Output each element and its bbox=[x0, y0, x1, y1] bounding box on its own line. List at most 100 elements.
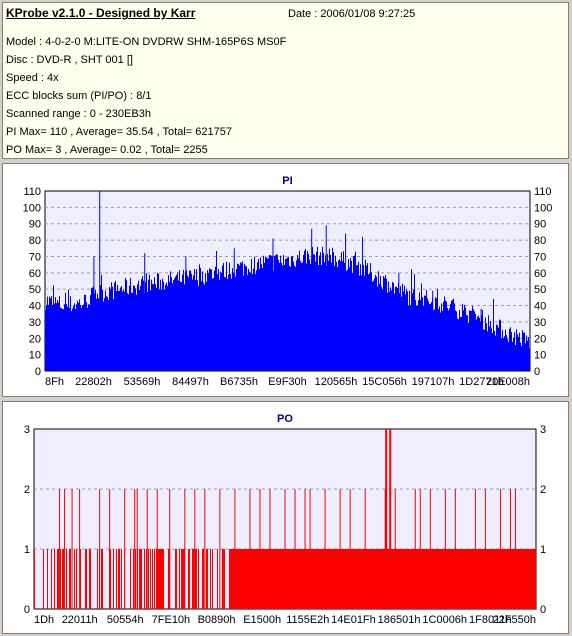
pi-bar bbox=[381, 286, 382, 371]
pi-bar bbox=[337, 267, 338, 371]
pi-bar bbox=[231, 278, 232, 371]
pi-bar bbox=[111, 282, 112, 371]
po-bar bbox=[441, 549, 442, 609]
po-bar bbox=[423, 549, 424, 609]
pi-bar bbox=[88, 304, 89, 371]
pi-bar bbox=[254, 256, 255, 371]
pi-bar bbox=[182, 274, 183, 371]
po-bar-2 bbox=[259, 489, 261, 609]
pi-bar bbox=[376, 276, 377, 371]
po-bar bbox=[511, 549, 512, 609]
pi-bar bbox=[159, 289, 160, 371]
pi-bar bbox=[115, 280, 116, 371]
pi-bar bbox=[476, 319, 477, 371]
y-tick-label-left: 70 bbox=[29, 251, 41, 263]
po-bar bbox=[74, 549, 75, 609]
pi-bar bbox=[192, 279, 193, 371]
po-bar bbox=[243, 549, 244, 609]
pi-bar bbox=[71, 310, 72, 371]
po-bar bbox=[57, 549, 58, 609]
po-bar bbox=[449, 549, 450, 609]
pi-bar bbox=[364, 275, 365, 371]
pi-bar bbox=[149, 274, 150, 371]
pi-bar bbox=[405, 294, 406, 371]
pi-bar bbox=[215, 266, 216, 371]
po-bar bbox=[330, 549, 331, 609]
po-bar bbox=[146, 549, 147, 609]
po-bars bbox=[34, 429, 536, 609]
po-bar bbox=[440, 549, 441, 609]
po-bar bbox=[139, 549, 140, 609]
pi-bar bbox=[456, 311, 457, 371]
x-tick-label: B6735h bbox=[220, 376, 258, 388]
pi-bar bbox=[143, 280, 144, 371]
po-bar bbox=[519, 549, 520, 609]
po-bar bbox=[239, 549, 240, 609]
po-bar bbox=[379, 549, 380, 609]
pi-bar bbox=[95, 289, 96, 371]
po-bar-2 bbox=[184, 489, 186, 609]
x-tick-label: E9F30h bbox=[268, 376, 307, 388]
po-bar-2 bbox=[429, 489, 431, 609]
pi-bar bbox=[487, 331, 488, 371]
pi-bar bbox=[248, 268, 249, 371]
po-bar bbox=[76, 549, 77, 609]
pi-bar bbox=[503, 338, 504, 371]
po-bar bbox=[152, 549, 153, 609]
pi-bar bbox=[55, 297, 56, 371]
po-bar bbox=[179, 549, 180, 609]
pi-bar bbox=[423, 305, 424, 371]
pi-bar bbox=[45, 310, 46, 371]
pi-bar bbox=[442, 310, 443, 371]
y-tick-label-right: 10 bbox=[534, 350, 546, 362]
pi-chart-panel: PI 0 0 10 10 20 20 30 30 40 40 50 50 60 60 70 70 80 80 90 90… bbox=[2, 163, 569, 397]
po-bar bbox=[397, 549, 398, 609]
po-bar bbox=[316, 549, 317, 609]
pi-bar bbox=[121, 286, 122, 371]
pi-bar bbox=[318, 264, 319, 371]
pi-bar bbox=[492, 333, 493, 371]
pi-stats: PI Max= 110 , Average= 35.54 , Total= 62… bbox=[6, 126, 232, 138]
po-bar bbox=[264, 549, 265, 609]
po-bar bbox=[471, 549, 472, 609]
pi-bar bbox=[225, 277, 226, 371]
po-bar bbox=[377, 549, 378, 609]
po-bar bbox=[66, 549, 67, 609]
po-bar bbox=[110, 549, 111, 609]
x-tick-label: 197107h bbox=[412, 376, 455, 388]
chart-title: PI bbox=[282, 175, 292, 187]
pi-bar bbox=[51, 295, 52, 371]
po-bar bbox=[141, 549, 142, 609]
pi-bar bbox=[509, 328, 510, 371]
pi-bar bbox=[79, 299, 80, 371]
po-bar bbox=[329, 549, 330, 609]
pi-bar bbox=[199, 264, 200, 371]
pi-bar bbox=[366, 265, 367, 371]
y-tick-label-right: 80 bbox=[534, 235, 546, 247]
pi-bar bbox=[224, 276, 225, 371]
pi-bar bbox=[119, 290, 120, 371]
po-bar bbox=[495, 549, 496, 609]
po-bar bbox=[369, 549, 370, 609]
po-bar bbox=[521, 549, 522, 609]
po-bar bbox=[150, 549, 151, 609]
pi-bar bbox=[350, 257, 351, 371]
po-bar bbox=[256, 549, 257, 609]
po-bar-2 bbox=[156, 489, 158, 609]
pi-bar bbox=[434, 309, 435, 371]
po-bar bbox=[513, 549, 514, 609]
pi-bar bbox=[472, 305, 473, 371]
po-bar bbox=[102, 549, 103, 609]
pi-bar bbox=[497, 325, 498, 371]
po-bar bbox=[192, 549, 193, 609]
pi-bar bbox=[123, 289, 124, 371]
pi-bar bbox=[46, 305, 47, 371]
pi-bar bbox=[152, 283, 153, 371]
pi-bar bbox=[198, 285, 199, 371]
po-bar bbox=[279, 549, 280, 609]
po-bar bbox=[426, 549, 427, 609]
po-bar bbox=[434, 549, 435, 609]
pi-bar bbox=[325, 255, 326, 371]
pi-bar bbox=[471, 310, 472, 371]
po-bar bbox=[323, 549, 324, 609]
